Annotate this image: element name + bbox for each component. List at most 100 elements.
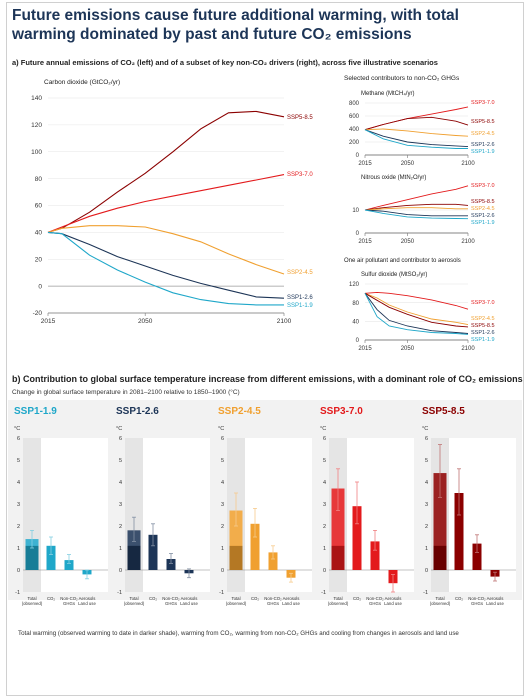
- category-label: Non-CO₂: [468, 596, 486, 601]
- x-tick-label: 2015: [358, 239, 372, 245]
- observed-bar: [331, 545, 345, 570]
- category-label: Aerosols: [181, 596, 198, 601]
- series-label: SSP3-7.0: [471, 300, 495, 306]
- y-tick-label: 40: [352, 320, 359, 326]
- x-tick-label: 2100: [461, 161, 475, 167]
- y-tick-label: 120: [349, 282, 360, 288]
- y-tick-label: 4: [221, 480, 224, 486]
- category-label: Land use: [384, 601, 402, 606]
- bar: [250, 523, 260, 570]
- bar-chart-ssp5-85: SSP5-8.5 °C -1 0 1 2 3 4 5 6 Total(observed) CO₂ Non…: [422, 406, 516, 606]
- series-line-ssp1-19: [364, 209, 469, 220]
- y-tick-label: 80: [352, 301, 359, 307]
- y-tick-label: 3: [17, 502, 20, 508]
- bar: [64, 560, 74, 570]
- series-line-ssp1-19: [47, 231, 284, 306]
- category-label: Total: [435, 596, 444, 601]
- category-label: (observed): [124, 601, 145, 606]
- y-tick-label: 800: [349, 101, 360, 107]
- unit-label: °C: [116, 426, 122, 432]
- category-label: CO₂: [149, 596, 157, 601]
- y-tick-label: 2: [221, 524, 224, 530]
- series-label: SSP1-2.6: [287, 295, 313, 301]
- series-label: SSP2-4.5: [471, 206, 495, 212]
- category-label: Total: [129, 596, 138, 601]
- series-label: SSP1-1.9: [471, 337, 495, 343]
- y-tick-label: -1: [321, 590, 326, 596]
- co2-chart-title: Carbon dioxide (GtCO₂/yr): [44, 79, 120, 86]
- category-label: CO₂: [353, 596, 361, 601]
- series-label: SSP1-1.9: [471, 149, 495, 155]
- y-tick-label: 0: [119, 568, 122, 574]
- series-line-ssp1-19: [364, 293, 469, 335]
- y-tick-label: 3: [119, 502, 122, 508]
- series-line-ssp1-19: [364, 129, 468, 149]
- bar: [148, 534, 158, 570]
- series-line-ssp2-45: [364, 128, 469, 137]
- unit-label: °C: [14, 426, 20, 432]
- scenario-title: SSP1-1.9: [14, 406, 57, 417]
- scenario-title: SSP1-2.6: [116, 406, 159, 417]
- category-label: CO₂: [455, 596, 463, 601]
- category-label: (observed): [22, 601, 43, 606]
- series-label: SSP5-8.5: [471, 199, 495, 205]
- category-label: CO₂: [251, 596, 259, 601]
- sulfur-dioxide-chart: Sulfur dioxide (MtSO₂/yr) 0 40 80 120 2015 205…: [349, 272, 495, 352]
- bar: [166, 559, 176, 570]
- scenario-title: SSP5-8.5: [422, 406, 465, 417]
- nitrous-oxide-chart-title: Nitrous oxide (MtN₂O/yr): [361, 175, 426, 181]
- y-tick-label: 0: [425, 568, 428, 574]
- series-line-ssp5-85: [47, 110, 285, 233]
- nitrous-oxide-chart: Nitrous oxide (MtN₂O/yr) 0 10 2015 2050 2100 S…: [352, 175, 494, 245]
- category-label: Land use: [78, 601, 96, 606]
- bar-chart-ssp1-26: SSP1-2.6 °C -1 0 1 2 3 4 5 6 Total(observed) CO₂ Non…: [116, 406, 210, 606]
- category-label: Land use: [180, 601, 198, 606]
- series-line-ssp2-45: [47, 225, 285, 275]
- methane-chart: Methane (MtCH₄/yr) 0 200 400 600 800 2015 2050 2…: [349, 91, 495, 167]
- series-label: SSP3-7.0: [287, 172, 313, 178]
- category-label: Total: [333, 596, 342, 601]
- y-tick-label: 0: [17, 568, 20, 574]
- methane-chart-title: Methane (MtCH₄/yr): [361, 91, 414, 97]
- series-line-ssp5-85: [364, 116, 469, 131]
- category-label: Total: [231, 596, 240, 601]
- y-tick-label: -1: [117, 590, 122, 596]
- series-line-ssp5-85: [364, 203, 469, 211]
- y-tick-label: 6: [119, 436, 122, 442]
- y-tick-label: 2: [323, 524, 326, 530]
- y-tick-label: 4: [323, 480, 326, 486]
- category-label: GHGs: [267, 601, 279, 606]
- future-bar: [331, 488, 345, 546]
- x-tick-label: 2050: [401, 346, 415, 352]
- y-tick-label: 0: [38, 283, 42, 290]
- series-line-ssp2-45: [364, 292, 469, 326]
- y-tick-label: 4: [119, 480, 122, 486]
- x-tick-label: 2050: [138, 318, 153, 325]
- y-tick-label: 0: [356, 338, 360, 344]
- observed-bar: [127, 545, 141, 570]
- panel-b-description: Change in global surface temperature in …: [12, 389, 240, 396]
- y-tick-label: 2: [425, 524, 428, 530]
- category-label: Total: [27, 596, 36, 601]
- x-tick-label: 2050: [401, 239, 415, 245]
- figure-border: [6, 2, 524, 696]
- y-tick-label: -1: [219, 590, 224, 596]
- category-label: Non-CO₂: [60, 596, 78, 601]
- category-label: (observed): [226, 601, 247, 606]
- y-tick-label: -1: [423, 590, 428, 596]
- y-tick-label: 40: [35, 230, 43, 237]
- y-tick-label: 2: [119, 524, 122, 530]
- y-tick-label: 6: [323, 436, 326, 442]
- y-tick-label: 5: [221, 458, 224, 464]
- y-tick-label: 1: [221, 546, 224, 552]
- y-tick-label: 5: [119, 458, 122, 464]
- series-line-ssp1-26: [47, 231, 285, 299]
- category-label: GHGs: [369, 601, 381, 606]
- y-tick-label: 2: [17, 524, 20, 530]
- category-label: GHGs: [165, 601, 177, 606]
- series-line-ssp3-70: [47, 174, 285, 233]
- y-tick-label: -20: [33, 310, 43, 317]
- bar: [46, 545, 56, 570]
- series-label: SSP1-1.9: [471, 220, 495, 226]
